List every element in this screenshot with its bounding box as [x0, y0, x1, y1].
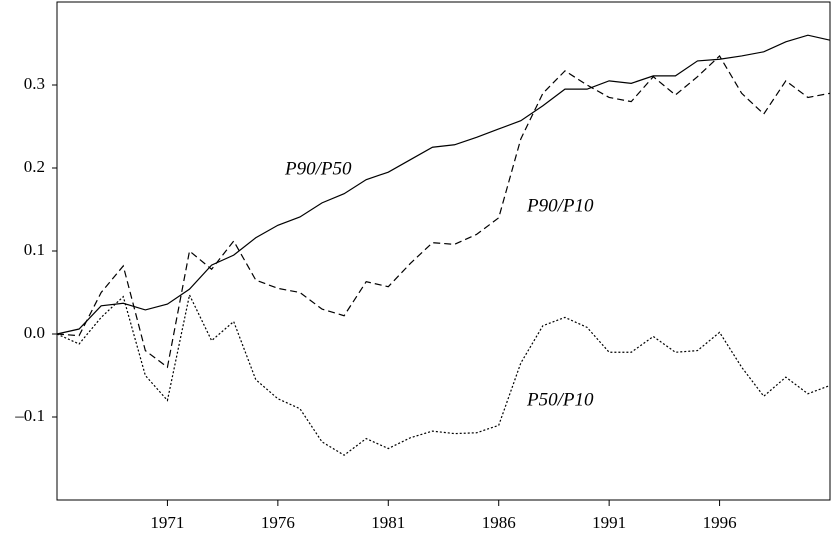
- series-line: [56, 293, 831, 456]
- y-tick-label: –0.1: [14, 406, 45, 425]
- y-tick-label: 0.0: [24, 323, 45, 342]
- series-line: [56, 54, 831, 369]
- x-tick-label: 1971: [150, 513, 184, 532]
- x-tick-label: 1996: [703, 513, 737, 532]
- y-tick-label: 0.1: [24, 240, 45, 259]
- series-label: P90/P50: [284, 158, 352, 179]
- x-tick-label: 1976: [261, 513, 295, 532]
- x-tick-label: 1991: [592, 513, 626, 532]
- series-label: P90/P10: [526, 195, 594, 216]
- x-tick-label: 1981: [371, 513, 405, 532]
- y-tick-label: 0.3: [24, 74, 45, 93]
- series-label: P50/P10: [526, 389, 594, 410]
- x-tick-label: 1986: [482, 513, 516, 532]
- series-line: [56, 34, 831, 335]
- plot-frame: [56, 1, 831, 501]
- y-tick-label: 0.2: [24, 157, 45, 176]
